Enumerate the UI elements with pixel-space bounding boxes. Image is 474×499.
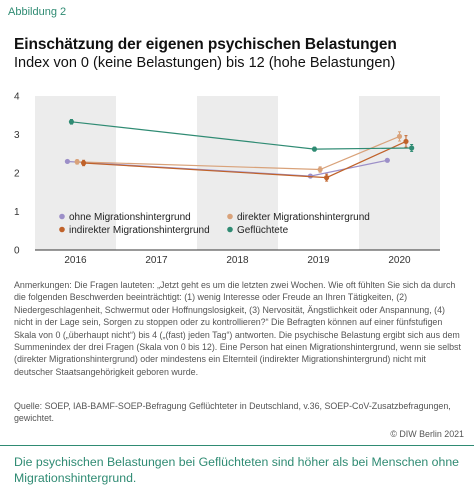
data-point	[324, 175, 330, 181]
divider	[0, 445, 474, 446]
figure-label: Abbildung 2	[8, 6, 67, 18]
chart-title: Einschätzung der eigenen psychischen Bel…	[14, 36, 397, 53]
legend-marker	[59, 226, 65, 233]
data-point	[384, 157, 390, 163]
year-band	[116, 96, 197, 250]
chart-source: Quelle: SOEP, IAB-BAMF-SOEP-Befragung Ge…	[14, 401, 451, 423]
y-tick-label: 1	[14, 207, 20, 218]
legend-label: Geflüchtete	[237, 225, 289, 236]
copyright: © DIW Berlin 2021	[390, 429, 464, 439]
chart-notes: Anmerkungen: Die Fragen lauteten: „Jetzt…	[14, 280, 461, 377]
chart-subtitle: Index von 0 (keine Belastungen) bis 12 (…	[14, 55, 396, 71]
plot-background	[35, 96, 440, 250]
x-tick-label: 2017	[145, 255, 168, 266]
data-point	[409, 145, 415, 151]
takeaway-text: Die psychischen Belastungen bei Geflücht…	[14, 455, 460, 485]
x-tick-label: 2020	[388, 255, 411, 266]
y-tick-label: 2	[14, 169, 20, 180]
x-tick-label: 2018	[226, 255, 249, 266]
legend-marker	[227, 226, 233, 233]
data-point	[68, 119, 75, 125]
legend-marker	[59, 213, 65, 220]
data-point	[74, 159, 80, 165]
data-point	[396, 133, 403, 140]
data-point	[64, 158, 70, 165]
legend-label: direkter Migrationshintergrund	[237, 212, 370, 223]
legend-label: ohne Migrationshintergrund	[69, 212, 191, 223]
y-tick-label: 0	[14, 246, 20, 257]
legend-label: indirekter Migrationshintergrund	[69, 225, 210, 236]
data-point	[81, 160, 87, 166]
x-tick-label: 2016	[64, 255, 87, 266]
x-tick-label: 2019	[307, 255, 330, 266]
legend-marker	[227, 213, 233, 220]
data-point	[311, 146, 318, 152]
data-point	[317, 166, 323, 173]
y-tick-label: 4	[14, 92, 20, 103]
line-chart: 0 1 2 3 4 2016 2017 2018 2019 2020 ohne Migrations…	[14, 92, 440, 266]
y-tick-label: 3	[14, 130, 20, 141]
data-point	[403, 138, 409, 145]
year-band	[278, 96, 359, 250]
